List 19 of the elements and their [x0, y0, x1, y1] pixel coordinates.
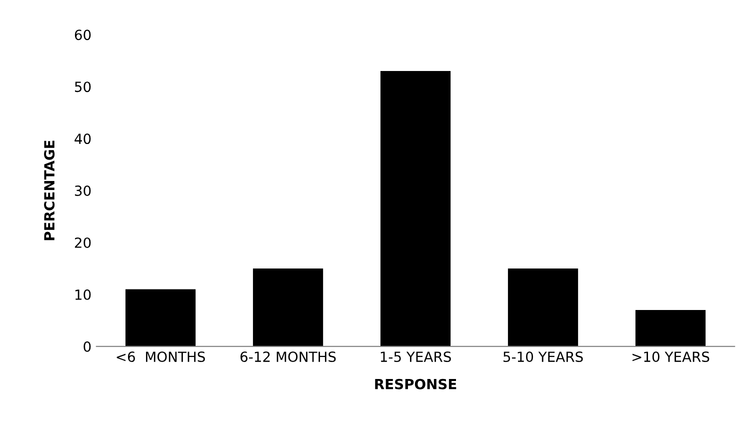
- x-tick-label: >10 YEARS: [632, 352, 710, 362]
- y-tick-label: 60: [74, 30, 91, 40]
- bar: [635, 310, 706, 346]
- y-tick-label: 50: [74, 82, 91, 92]
- x-tick-label: <6 MONTHS: [116, 352, 205, 362]
- y-tick-label: 20: [74, 237, 91, 248]
- x-tick-label: 1-5 YEARS: [380, 352, 451, 362]
- y-tick-label: 30: [74, 185, 91, 196]
- x-tick-label: 6-12 MONTHS: [240, 352, 336, 362]
- y-tick-label: 40: [74, 134, 91, 144]
- bar: [508, 268, 578, 346]
- bar: [125, 289, 196, 346]
- y-tick-label: 0: [84, 341, 91, 352]
- bar: [380, 71, 451, 346]
- x-tick-label: 5-10 YEARS: [504, 352, 583, 362]
- x-axis-title: RESPONSE: [375, 378, 456, 390]
- y-tick-label: 10: [75, 289, 91, 300]
- y-axis-title: PERCENTAGE: [44, 140, 55, 240]
- bar: [252, 268, 324, 346]
